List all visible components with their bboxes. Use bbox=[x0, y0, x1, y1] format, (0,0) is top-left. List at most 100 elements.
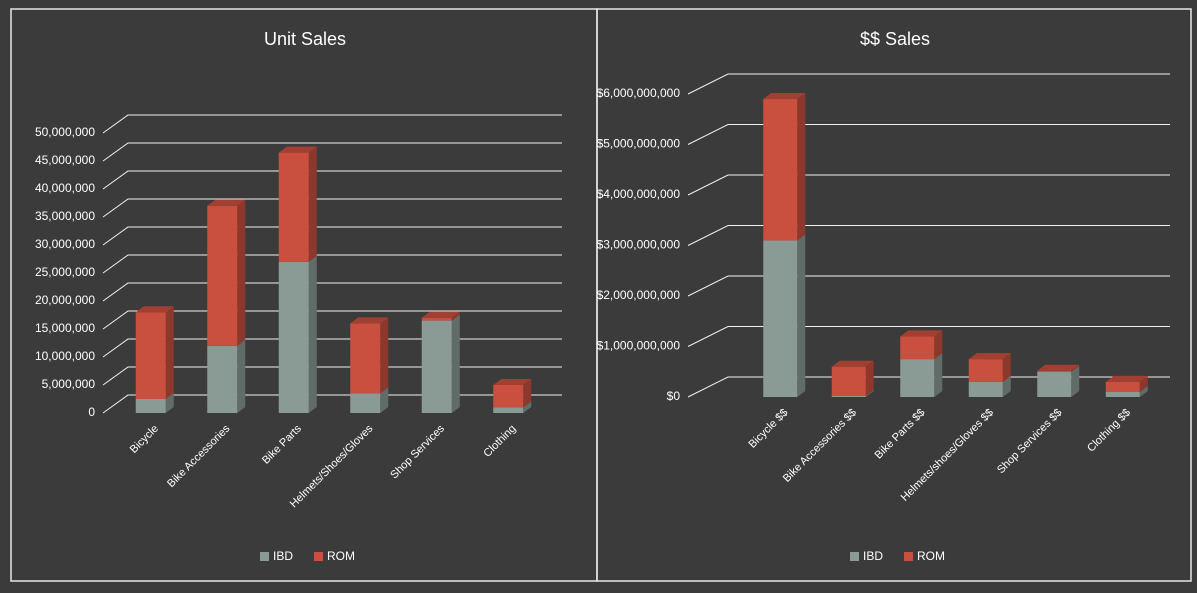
bar-side bbox=[1071, 364, 1080, 372]
grid-line bbox=[687, 326, 1170, 347]
bar bbox=[493, 407, 524, 413]
bar-top bbox=[900, 330, 943, 337]
grid-line bbox=[102, 394, 562, 414]
grid-line bbox=[102, 114, 562, 134]
y-tick-label: $5,000,000,000 bbox=[597, 137, 681, 151]
bar bbox=[1037, 370, 1072, 372]
bar-side bbox=[934, 330, 943, 360]
bar-top bbox=[493, 379, 532, 385]
bar-side bbox=[1002, 375, 1011, 397]
bar bbox=[900, 336, 935, 360]
grid-line bbox=[102, 170, 562, 190]
y-tick-label: $2,000,000,000 bbox=[597, 288, 681, 302]
bar-top bbox=[1037, 364, 1080, 371]
bar bbox=[968, 359, 1003, 382]
legend-swatch bbox=[904, 552, 914, 561]
bar-top bbox=[350, 317, 389, 324]
bar-side bbox=[865, 389, 874, 397]
legend-label: IBD bbox=[863, 549, 883, 563]
bar-side bbox=[451, 311, 460, 321]
bar-top bbox=[135, 306, 174, 313]
bar bbox=[831, 395, 866, 397]
legend-swatch bbox=[260, 552, 269, 561]
bar bbox=[493, 385, 524, 408]
chart-title: $$ Sales bbox=[860, 29, 930, 49]
legend-label: ROM bbox=[917, 549, 945, 563]
grid-line bbox=[687, 73, 1170, 95]
bar-side bbox=[451, 314, 460, 413]
grid-line bbox=[687, 124, 1170, 145]
bar-side bbox=[165, 393, 174, 413]
grid-line bbox=[102, 366, 562, 386]
bar-side bbox=[380, 317, 389, 394]
grid-line bbox=[687, 174, 1170, 196]
bar bbox=[763, 240, 798, 397]
bar-side bbox=[237, 199, 246, 346]
bar bbox=[763, 99, 798, 241]
y-tick-label: 5,000,000 bbox=[42, 377, 96, 391]
bar bbox=[278, 261, 309, 413]
y-tick-label: $6,000,000,000 bbox=[597, 86, 681, 100]
bar-side bbox=[1139, 375, 1148, 392]
bar bbox=[350, 323, 381, 394]
bar-top bbox=[278, 146, 317, 153]
bar-side bbox=[865, 360, 874, 396]
bar-side bbox=[797, 234, 806, 397]
bar-side bbox=[308, 255, 317, 413]
bar-side bbox=[165, 306, 174, 399]
y-tick-label: 15,000,000 bbox=[35, 321, 95, 335]
y-tick-label: 10,000,000 bbox=[35, 349, 95, 363]
bar-side bbox=[308, 146, 317, 262]
y-tick-label: $3,000,000,000 bbox=[597, 238, 681, 252]
bar-side bbox=[523, 379, 532, 408]
legend-swatch bbox=[850, 552, 859, 561]
bar bbox=[135, 312, 166, 399]
bar-top bbox=[421, 311, 460, 318]
bar bbox=[278, 152, 309, 262]
grid-line bbox=[687, 225, 1170, 246]
y-tick-label: 35,000,000 bbox=[35, 209, 95, 223]
bar bbox=[207, 205, 238, 346]
y-tick-label: $1,000,000,000 bbox=[597, 339, 681, 353]
grid-line bbox=[102, 282, 562, 302]
bar bbox=[1037, 371, 1072, 397]
y-tick-label: 50,000,000 bbox=[35, 125, 95, 139]
y-tick-label: $4,000,000,000 bbox=[597, 187, 681, 201]
bar-side bbox=[797, 93, 806, 241]
bar bbox=[900, 359, 935, 397]
y-tick-label: 40,000,000 bbox=[35, 181, 95, 195]
y-tick-label: 0 bbox=[88, 405, 95, 419]
bar bbox=[350, 393, 381, 413]
legend-label: ROM bbox=[327, 549, 355, 563]
bar bbox=[831, 366, 866, 396]
bar-side bbox=[523, 401, 532, 413]
y-tick-label: $0 bbox=[667, 389, 681, 403]
grid-line bbox=[687, 275, 1170, 297]
bar-top bbox=[1105, 375, 1148, 382]
bar bbox=[1105, 381, 1140, 392]
grid-line bbox=[102, 254, 562, 274]
bar bbox=[421, 317, 452, 321]
grid-line bbox=[102, 338, 562, 358]
bar-side bbox=[1071, 365, 1080, 397]
bar bbox=[1105, 391, 1140, 397]
grid-line bbox=[687, 376, 1170, 398]
panel-border bbox=[596, 8, 1192, 582]
bar-side bbox=[1002, 353, 1011, 382]
bar-top bbox=[831, 360, 874, 367]
bar-top bbox=[207, 199, 246, 206]
bar-top bbox=[968, 353, 1011, 360]
grid-line bbox=[102, 142, 562, 162]
grid-line bbox=[102, 226, 562, 246]
legend-swatch bbox=[314, 552, 324, 561]
bar-side bbox=[237, 339, 246, 413]
y-tick-label: 25,000,000 bbox=[35, 265, 95, 279]
chart-title: Unit Sales bbox=[264, 29, 346, 49]
grid-line bbox=[102, 198, 562, 218]
grid-line bbox=[102, 310, 562, 330]
bar bbox=[421, 320, 452, 413]
bar bbox=[207, 345, 238, 413]
y-tick-label: 30,000,000 bbox=[35, 237, 95, 251]
